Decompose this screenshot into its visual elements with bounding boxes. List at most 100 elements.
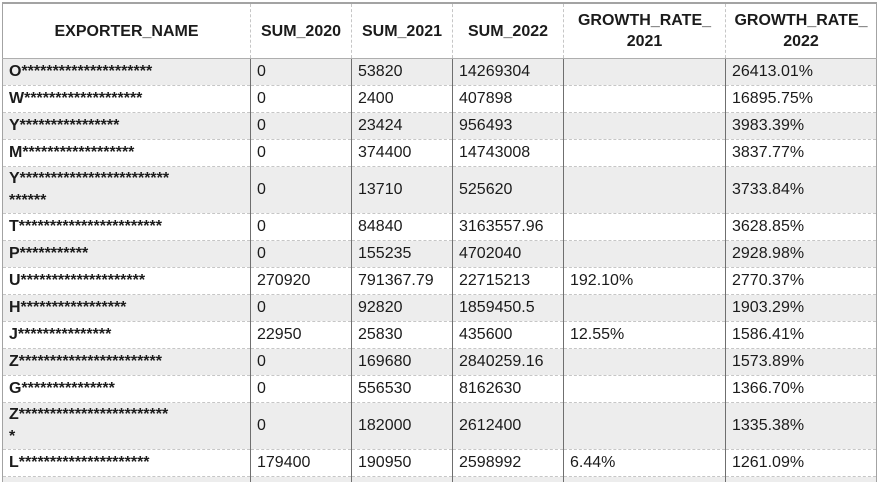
cell-exporter-name[interactable]: Z*********************** xyxy=(3,349,251,376)
cell-exporter-name[interactable]: M****************** xyxy=(3,140,251,167)
cell-sum-2020[interactable]: 0 xyxy=(251,403,352,450)
cell-sum-2022[interactable]: 525620 xyxy=(453,167,564,214)
table-header: EXPORTER_NAME SUM_2020 SUM_2021 SUM_2022… xyxy=(3,3,877,59)
cell-exporter-name[interactable]: Y************************ ****** xyxy=(3,167,251,214)
cell-growth-rate-2022[interactable]: 2770.37% xyxy=(726,268,877,295)
partial-cell xyxy=(3,477,251,482)
cell-sum-2022[interactable]: 956493 xyxy=(453,113,564,140)
header-sum-2022[interactable]: SUM_2022 xyxy=(453,3,564,59)
cell-sum-2022[interactable]: 8162630 xyxy=(453,376,564,403)
cell-sum-2021[interactable]: 23424 xyxy=(352,113,453,140)
cell-sum-2022[interactable]: 2598992 xyxy=(453,450,564,477)
cell-sum-2021[interactable]: 182000 xyxy=(352,403,453,450)
cell-growth-rate-2022[interactable]: 1366.70% xyxy=(726,376,877,403)
cell-sum-2021[interactable]: 169680 xyxy=(352,349,453,376)
cell-sum-2022[interactable]: 3163557.96 xyxy=(453,214,564,241)
cell-growth-rate-2021[interactable] xyxy=(564,295,726,322)
cell-growth-rate-2021[interactable] xyxy=(564,113,726,140)
cell-sum-2020[interactable]: 0 xyxy=(251,59,352,86)
cell-sum-2021[interactable]: 791367.79 xyxy=(352,268,453,295)
cell-exporter-name[interactable]: U******************** xyxy=(3,268,251,295)
header-exporter-name[interactable]: EXPORTER_NAME xyxy=(3,3,251,59)
cell-growth-rate-2022[interactable]: 3983.39% xyxy=(726,113,877,140)
cell-sum-2020[interactable]: 0 xyxy=(251,376,352,403)
cell-growth-rate-2021[interactable] xyxy=(564,403,726,450)
cell-sum-2020[interactable]: 0 xyxy=(251,113,352,140)
cell-growth-rate-2022[interactable]: 1261.09% xyxy=(726,450,877,477)
cell-exporter-name[interactable]: L********************* xyxy=(3,450,251,477)
cell-growth-rate-2022[interactable]: 1586.41% xyxy=(726,322,877,349)
cell-sum-2022[interactable]: 2840259.16 xyxy=(453,349,564,376)
cell-growth-rate-2021[interactable] xyxy=(564,140,726,167)
cell-sum-2021[interactable]: 190950 xyxy=(352,450,453,477)
header-growth-rate-2022[interactable]: GROWTH_RATE_ 2022 xyxy=(726,3,877,59)
partial-cell xyxy=(251,477,352,482)
cell-sum-2022[interactable]: 14269304 xyxy=(453,59,564,86)
cell-growth-rate-2022[interactable]: 3837.77% xyxy=(726,140,877,167)
cell-sum-2021[interactable]: 374400 xyxy=(352,140,453,167)
cell-growth-rate-2022[interactable]: 1903.29% xyxy=(726,295,877,322)
cell-sum-2022[interactable]: 407898 xyxy=(453,86,564,113)
cell-growth-rate-2021[interactable]: 12.55% xyxy=(564,322,726,349)
cell-growth-rate-2022[interactable]: 16895.75% xyxy=(726,86,877,113)
cell-sum-2020[interactable]: 0 xyxy=(251,167,352,214)
cell-sum-2022[interactable]: 4702040 xyxy=(453,241,564,268)
cell-sum-2020[interactable]: 0 xyxy=(251,241,352,268)
cell-growth-rate-2021[interactable]: 192.10% xyxy=(564,268,726,295)
cell-exporter-name[interactable]: P*********** xyxy=(3,241,251,268)
cell-sum-2022[interactable]: 435600 xyxy=(453,322,564,349)
cell-sum-2022[interactable]: 22715213 xyxy=(453,268,564,295)
partial-cell xyxy=(726,477,877,482)
cell-sum-2021[interactable]: 84840 xyxy=(352,214,453,241)
cell-growth-rate-2021[interactable] xyxy=(564,59,726,86)
cell-growth-rate-2021[interactable] xyxy=(564,86,726,113)
cell-growth-rate-2021[interactable] xyxy=(564,167,726,214)
cell-growth-rate-2022[interactable]: 1573.89% xyxy=(726,349,877,376)
cell-exporter-name[interactable]: G*************** xyxy=(3,376,251,403)
cell-sum-2021[interactable]: 25830 xyxy=(352,322,453,349)
cell-sum-2021[interactable]: 556530 xyxy=(352,376,453,403)
cell-sum-2020[interactable]: 0 xyxy=(251,140,352,167)
cell-sum-2020[interactable]: 0 xyxy=(251,349,352,376)
header-growth-rate-2021[interactable]: GROWTH_RATE_ 2021 xyxy=(564,3,726,59)
cell-exporter-name[interactable]: J*************** xyxy=(3,322,251,349)
cell-growth-rate-2022[interactable]: 26413.01% xyxy=(726,59,877,86)
cell-sum-2022[interactable]: 2612400 xyxy=(453,403,564,450)
cell-growth-rate-2022[interactable]: 2928.98% xyxy=(726,241,877,268)
cell-sum-2022[interactable]: 1859450.5 xyxy=(453,295,564,322)
cell-growth-rate-2022[interactable]: 1335.38% xyxy=(726,403,877,450)
cell-growth-rate-2021[interactable] xyxy=(564,349,726,376)
cell-exporter-name[interactable]: Z************************ * xyxy=(3,403,251,450)
cell-sum-2020[interactable]: 0 xyxy=(251,214,352,241)
header-sum-2021[interactable]: SUM_2021 xyxy=(352,3,453,59)
cell-sum-2021[interactable]: 155235 xyxy=(352,241,453,268)
cell-sum-2021[interactable]: 92820 xyxy=(352,295,453,322)
cell-sum-2021[interactable]: 2400 xyxy=(352,86,453,113)
cell-exporter-name[interactable]: Y**************** xyxy=(3,113,251,140)
cell-sum-2020[interactable]: 270920 xyxy=(251,268,352,295)
cell-exporter-name[interactable]: T*********************** xyxy=(3,214,251,241)
cell-sum-2022[interactable]: 14743008 xyxy=(453,140,564,167)
cell-growth-rate-2021[interactable] xyxy=(564,214,726,241)
cell-exporter-name[interactable]: W******************* xyxy=(3,86,251,113)
cell-growth-rate-2022[interactable]: 3733.84% xyxy=(726,167,877,214)
cell-sum-2020[interactable]: 179400 xyxy=(251,450,352,477)
cell-exporter-name[interactable]: O********************* xyxy=(3,59,251,86)
cell-sum-2020[interactable]: 0 xyxy=(251,86,352,113)
cell-exporter-name[interactable]: H***************** xyxy=(3,295,251,322)
cell-growth-rate-2021[interactable]: 6.44% xyxy=(564,450,726,477)
cell-sum-2020[interactable]: 0 xyxy=(251,295,352,322)
header-sum-2020[interactable]: SUM_2020 xyxy=(251,3,352,59)
cell-growth-rate-2021[interactable] xyxy=(564,241,726,268)
cell-sum-2021[interactable]: 13710 xyxy=(352,167,453,214)
cell-sum-2021[interactable]: 53820 xyxy=(352,59,453,86)
cell-sum-2020[interactable]: 22950 xyxy=(251,322,352,349)
cell-growth-rate-2022[interactable]: 3628.85% xyxy=(726,214,877,241)
cell-growth-rate-2021[interactable] xyxy=(564,376,726,403)
